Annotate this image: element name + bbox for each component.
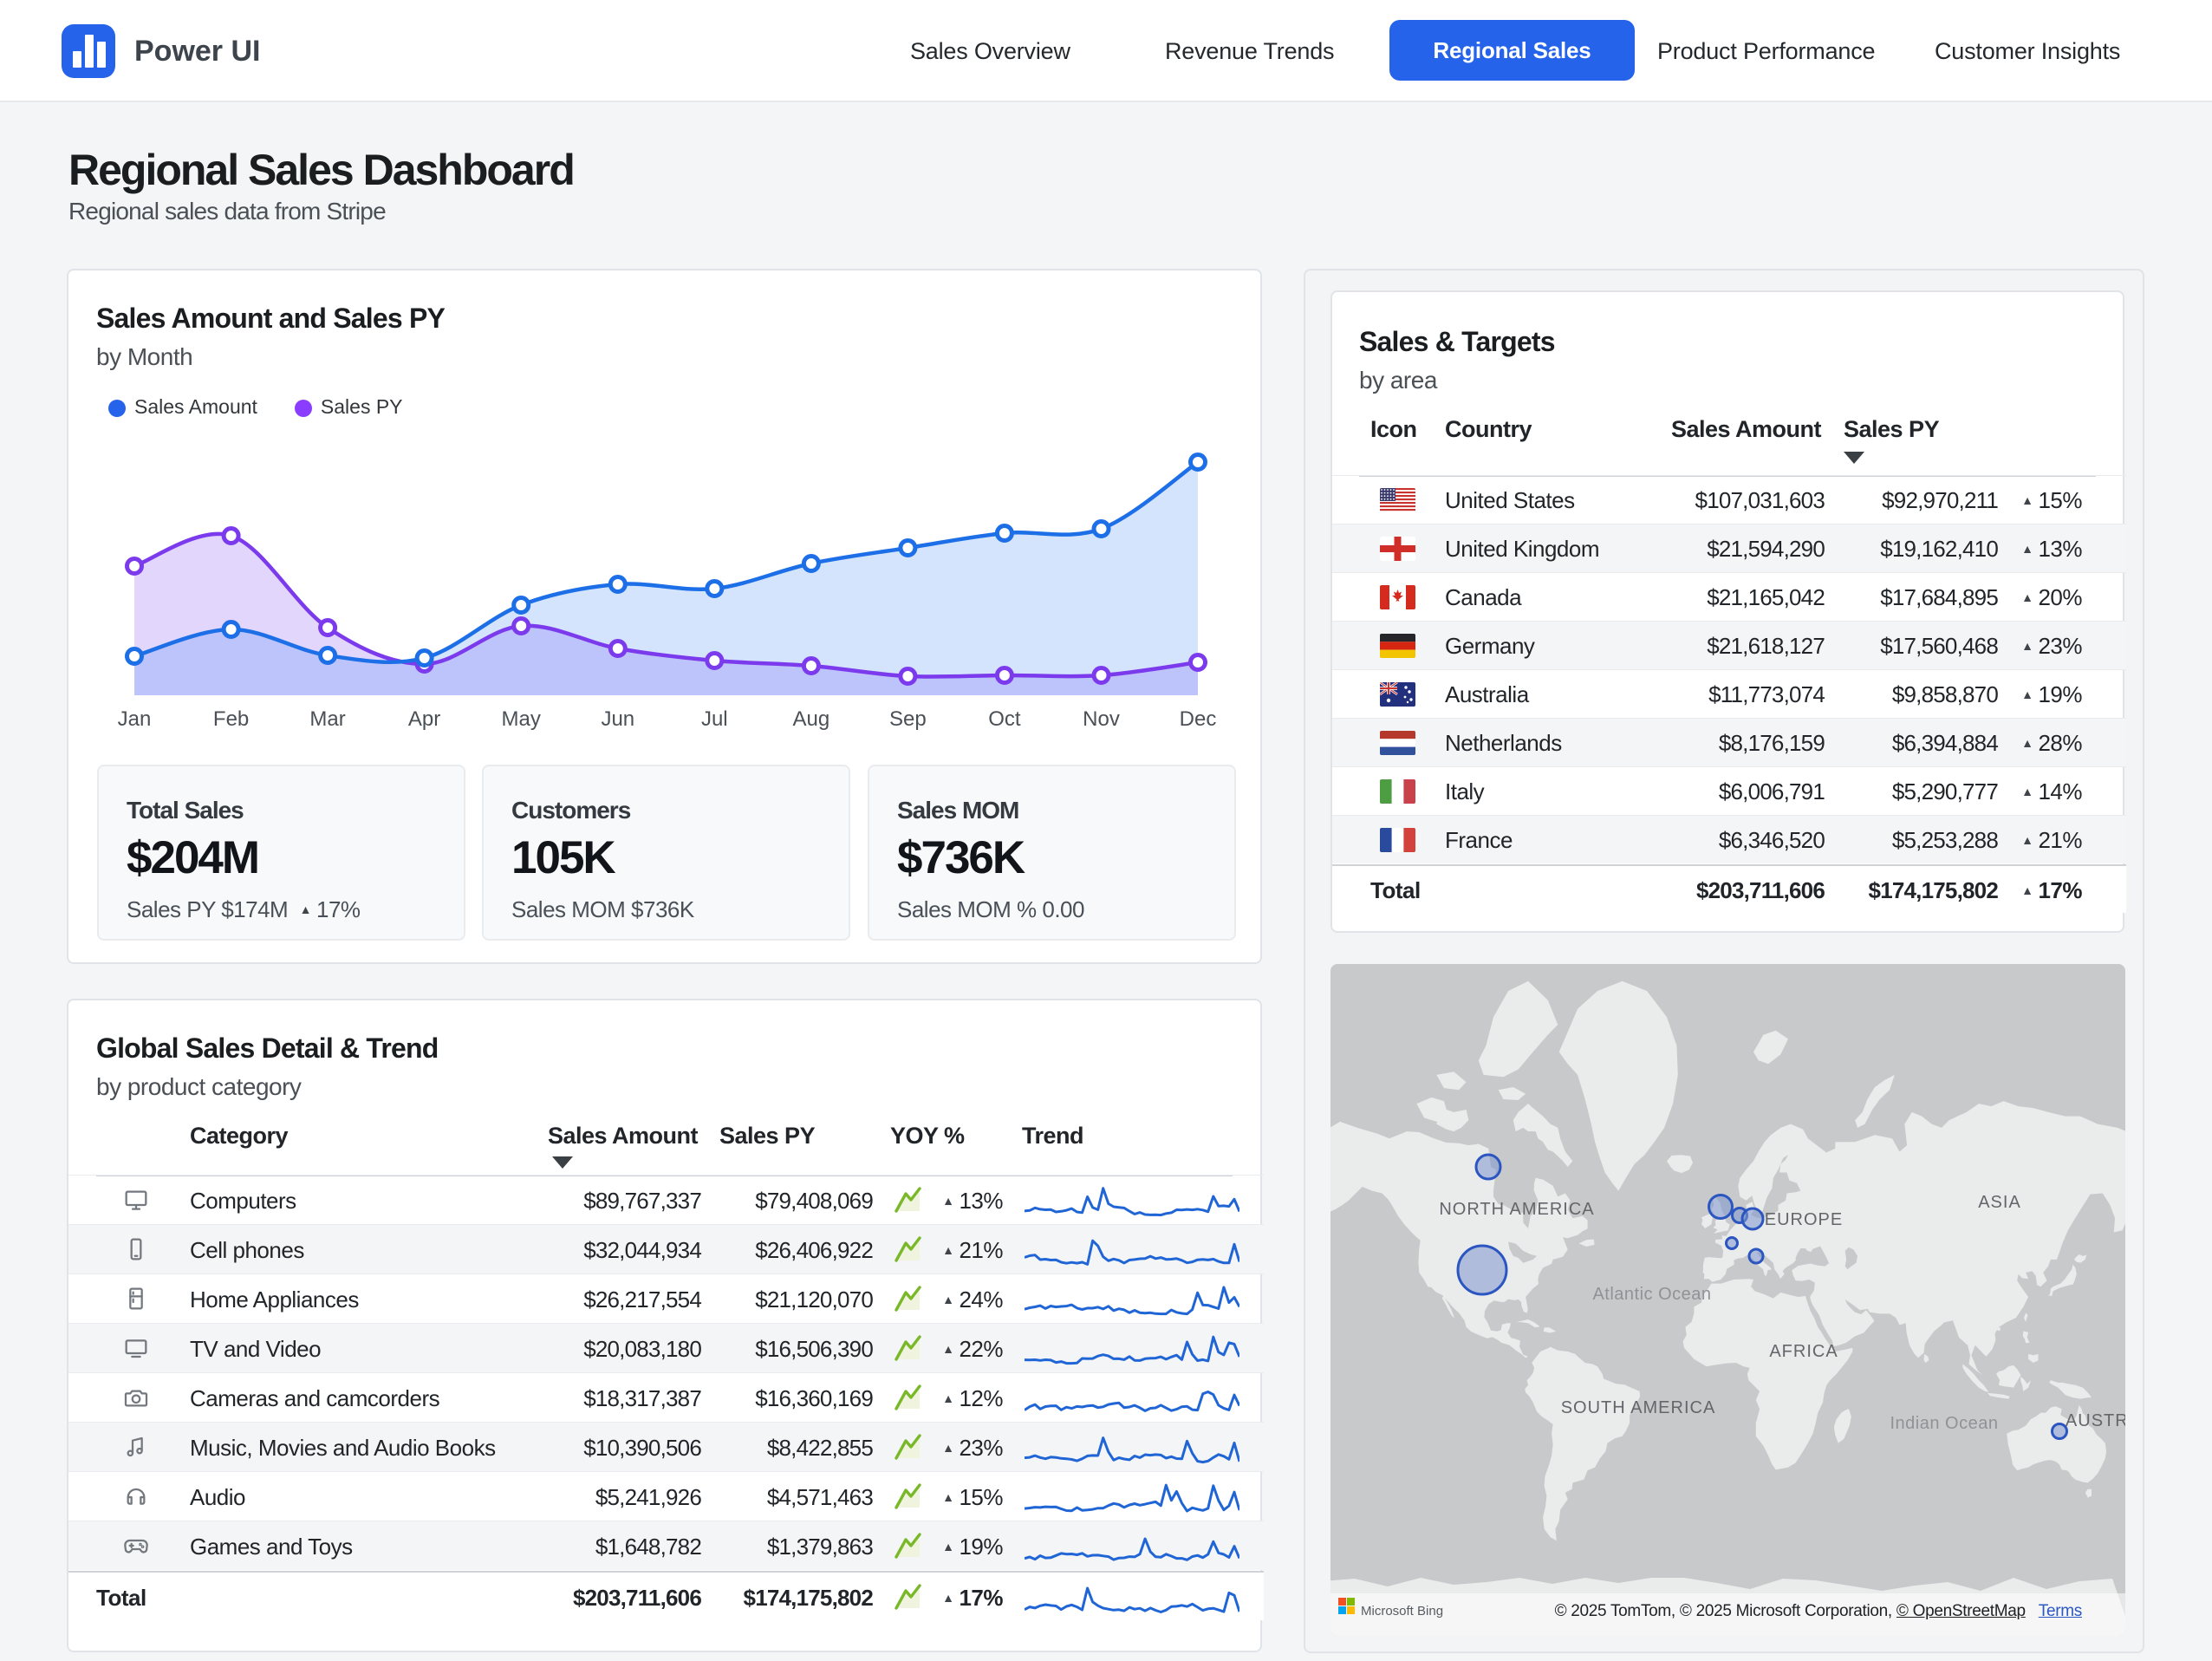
svg-text:NORTH AMERICA: NORTH AMERICA: [1439, 1200, 1594, 1219]
svg-text:Mar: Mar: [309, 707, 345, 731]
svg-text:Indian Ocean: Indian Ocean: [1890, 1414, 1999, 1433]
svg-text:Apr: Apr: [408, 707, 440, 731]
svg-text:AFRICA: AFRICA: [1769, 1342, 1838, 1361]
svg-text:Oct: Oct: [988, 707, 1021, 731]
svg-text:Nov: Nov: [1083, 707, 1120, 731]
svg-text:Jan: Jan: [118, 707, 152, 731]
svg-text:ASIA: ASIA: [1978, 1193, 2021, 1212]
svg-text:Aug: Aug: [793, 707, 830, 731]
svg-text:Jun: Jun: [601, 707, 634, 731]
svg-text:Dec: Dec: [1180, 707, 1217, 731]
svg-text:Atlantic Ocean: Atlantic Ocean: [1592, 1285, 1711, 1304]
svg-text:EUROPE: EUROPE: [1765, 1210, 1843, 1229]
svg-text:Jul: Jul: [701, 707, 728, 731]
svg-text:May: May: [502, 707, 541, 731]
svg-text:Feb: Feb: [213, 707, 249, 731]
svg-text:Sep: Sep: [889, 707, 927, 731]
svg-text:AUSTRALIA: AUSTRALIA: [2066, 1411, 2125, 1430]
svg-text:SOUTH AMERICA: SOUTH AMERICA: [1561, 1398, 1716, 1417]
